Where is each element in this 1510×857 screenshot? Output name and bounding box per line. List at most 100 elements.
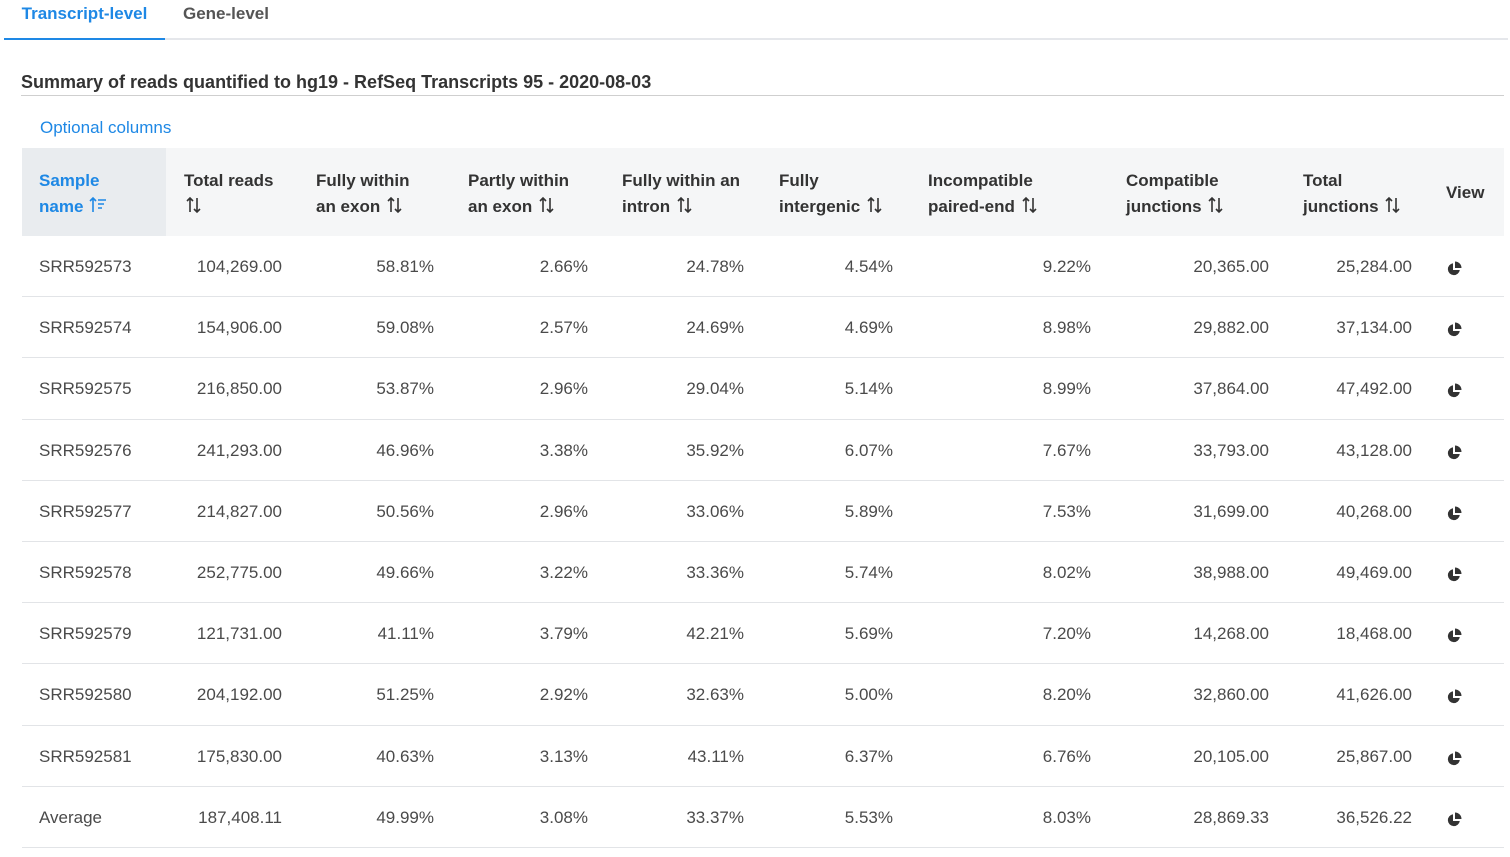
value-cell: 14,268.00 bbox=[1193, 624, 1269, 644]
value-cell: 2.66% bbox=[539, 257, 588, 276]
optional-columns-link[interactable]: Optional columns bbox=[40, 118, 172, 137]
value-cell: 8.03% bbox=[1042, 807, 1091, 827]
sort-icon[interactable] bbox=[865, 196, 885, 216]
value-cell: 8.20% bbox=[1042, 685, 1091, 705]
value-cell: 40.63% bbox=[376, 746, 434, 766]
summary-table: Sample name Total reads Fully within an exo… bbox=[22, 148, 1504, 848]
page-title: Summary of reads quantified to hg19 - Re… bbox=[21, 72, 1504, 96]
pie-chart-icon[interactable] bbox=[1446, 628, 1462, 644]
sample-name-cell: SRR592574 bbox=[39, 318, 132, 338]
pie-chart-icon[interactable] bbox=[1446, 261, 1462, 277]
sort-icon[interactable] bbox=[675, 196, 695, 216]
table-row: SRR592580 204,192.00 51.25% 2.92% 32.63% 5.00… bbox=[22, 664, 1504, 726]
sample-name-cell: SRR592575 bbox=[39, 379, 132, 399]
pie-chart-icon[interactable] bbox=[1446, 506, 1462, 522]
pie-chart-icon[interactable] bbox=[1446, 812, 1462, 828]
pie-chart-icon[interactable] bbox=[1446, 445, 1462, 461]
value-cell: 41,626.00 bbox=[1336, 685, 1412, 705]
pie-chart-icon[interactable] bbox=[1446, 751, 1462, 767]
column-header-1[interactable]: Sample name bbox=[22, 148, 166, 236]
value-cell: 49.66% bbox=[376, 562, 434, 582]
value-cell: 5.89% bbox=[844, 501, 893, 521]
column-header-label: Fully within an bbox=[622, 171, 741, 190]
sorted-asc-icon[interactable] bbox=[88, 196, 108, 216]
sample-name-cell: SRR592581 bbox=[39, 746, 132, 766]
value-cell: 47,492.00 bbox=[1336, 379, 1412, 399]
value-cell: 59.08% bbox=[376, 318, 434, 338]
value-cell: 24.69% bbox=[686, 318, 744, 338]
column-header-label: junctions bbox=[1303, 197, 1379, 216]
column-header-3[interactable]: Fully within an exon bbox=[298, 148, 450, 236]
table-row: SRR592577 214,827.00 50.56% 2.96% 33.06% 5.89… bbox=[22, 481, 1504, 542]
value-cell: 5.00% bbox=[844, 685, 893, 705]
value-cell: 43,128.00 bbox=[1336, 440, 1412, 460]
table-row: Average 187,408.11 49.99% 3.08% 33.37% 5.53% 8… bbox=[22, 787, 1504, 848]
table-row: SRR592575 216,850.00 53.87% 2.96% 29.04% 5.14… bbox=[22, 358, 1504, 420]
sort-icon[interactable] bbox=[1206, 196, 1226, 216]
column-header-6[interactable]: Fully intergenic bbox=[761, 148, 911, 236]
sort-icon[interactable] bbox=[1383, 196, 1403, 216]
value-cell: 121,731.00 bbox=[196, 624, 282, 644]
table-row: SRR592576 241,293.00 46.96% 3.38% 35.92% 6.07… bbox=[22, 420, 1504, 481]
value-cell: 32,860.00 bbox=[1193, 685, 1269, 705]
column-header-9[interactable]: Total junctions bbox=[1287, 148, 1430, 236]
value-cell: 20,365.00 bbox=[1193, 257, 1269, 276]
pie-chart-icon[interactable] bbox=[1446, 322, 1462, 338]
table-row: SRR592579 121,731.00 41.11% 3.79% 42.21% 5.69… bbox=[22, 603, 1504, 665]
column-header-2[interactable]: Total reads bbox=[166, 148, 298, 236]
column-header-label: View bbox=[1446, 183, 1485, 202]
value-cell: 20,105.00 bbox=[1193, 746, 1269, 766]
value-cell: 7.53% bbox=[1042, 501, 1091, 521]
value-cell: 4.69% bbox=[844, 318, 893, 338]
tab-gene-level[interactable]: Gene-level bbox=[183, 4, 269, 23]
pie-chart-icon[interactable] bbox=[1446, 689, 1462, 705]
value-cell: 38,988.00 bbox=[1193, 562, 1269, 582]
value-cell: 5.74% bbox=[844, 562, 893, 582]
column-header-5[interactable]: Fully within an intron bbox=[604, 148, 761, 236]
sample-name-cell: SRR592580 bbox=[39, 685, 132, 705]
value-cell: 31,699.00 bbox=[1193, 501, 1269, 521]
value-cell: 33.37% bbox=[686, 807, 744, 827]
column-header-label: Total bbox=[1303, 171, 1343, 190]
value-cell: 3.79% bbox=[539, 624, 588, 644]
value-cell: 58.81% bbox=[376, 257, 434, 276]
value-cell: 36,526.22 bbox=[1336, 807, 1412, 827]
value-cell: 8.99% bbox=[1042, 379, 1091, 399]
table-row: SRR592581 175,830.00 40.63% 3.13% 43.11% 6.37… bbox=[22, 726, 1504, 787]
pie-chart-icon[interactable] bbox=[1446, 383, 1462, 399]
sample-name-cell: Average bbox=[39, 807, 103, 827]
sort-icon[interactable] bbox=[537, 196, 557, 216]
sort-icon[interactable] bbox=[385, 196, 405, 216]
value-cell: 41.11% bbox=[377, 624, 434, 644]
pie-chart-icon[interactable] bbox=[1446, 567, 1462, 583]
column-header-label: Incompatible bbox=[928, 171, 1033, 190]
column-header-label: Fully within bbox=[316, 171, 410, 190]
value-cell: 2.92% bbox=[539, 685, 588, 705]
table-body: SRR592573 104,269.00 58.81% 2.66% 24.78% 4.54… bbox=[22, 236, 1504, 848]
column-header-label: junctions bbox=[1126, 197, 1202, 216]
sort-icon[interactable] bbox=[184, 196, 204, 216]
table-row: SRR592578 252,775.00 49.66% 3.22% 33.36% 5.74… bbox=[22, 542, 1504, 604]
column-header-label: intergenic bbox=[779, 197, 861, 216]
column-header-10: View bbox=[1430, 148, 1504, 236]
sort-icon[interactable] bbox=[1020, 196, 1040, 216]
value-cell: 6.37% bbox=[844, 746, 893, 766]
value-cell: 4.54% bbox=[844, 257, 893, 276]
sample-name-cell: SRR592576 bbox=[39, 440, 132, 460]
column-header-8[interactable]: Compatible junctions bbox=[1109, 148, 1287, 236]
value-cell: 3.13% bbox=[539, 746, 588, 766]
value-cell: 40,268.00 bbox=[1336, 501, 1412, 521]
column-header-4[interactable]: Partly within an exon bbox=[450, 148, 604, 236]
table-header-row: Sample name Total reads Fully within an exo… bbox=[22, 148, 1504, 236]
tab-transcript-level[interactable]: Transcript-level bbox=[4, 5, 165, 40]
value-cell: 37,864.00 bbox=[1193, 379, 1269, 399]
value-cell: 24.78% bbox=[686, 257, 744, 276]
value-cell: 6.07% bbox=[844, 440, 893, 460]
column-header-label: Compatible bbox=[1126, 171, 1219, 190]
value-cell: 42.21% bbox=[686, 624, 744, 644]
column-header-label: Total reads bbox=[184, 171, 274, 190]
value-cell: 241,293.00 bbox=[196, 440, 282, 460]
column-header-7[interactable]: Incompatible paired-end bbox=[911, 148, 1109, 236]
value-cell: 104,269.00 bbox=[196, 257, 282, 276]
table-row: SRR592573 104,269.00 58.81% 2.66% 24.78% 4.54… bbox=[22, 236, 1504, 298]
